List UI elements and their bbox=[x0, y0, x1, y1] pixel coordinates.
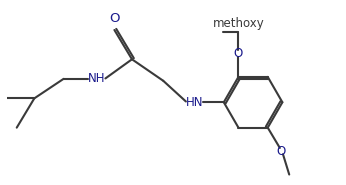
Text: O: O bbox=[109, 12, 120, 25]
Text: methoxy: methoxy bbox=[212, 17, 264, 30]
Text: O: O bbox=[277, 145, 286, 158]
Text: HN: HN bbox=[186, 96, 203, 109]
Text: NH: NH bbox=[88, 72, 106, 85]
Text: O: O bbox=[234, 47, 243, 60]
